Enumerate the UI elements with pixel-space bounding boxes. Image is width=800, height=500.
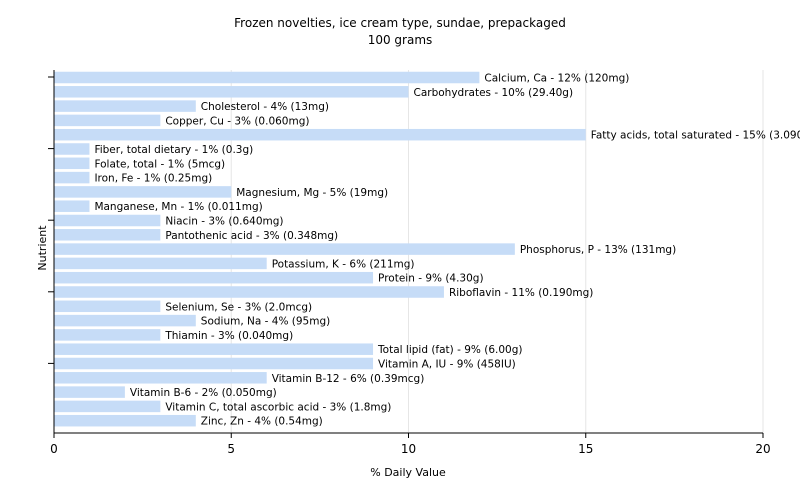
bar bbox=[54, 128, 586, 141]
chart-title: Frozen novelties, ice cream type, sundae… bbox=[234, 16, 566, 30]
bar bbox=[54, 357, 374, 370]
bar bbox=[54, 414, 196, 427]
bar-label: Niacin - 3% (0.640mg) bbox=[165, 216, 283, 228]
bar bbox=[54, 71, 480, 84]
bar bbox=[54, 186, 232, 198]
bar bbox=[54, 372, 267, 384]
bar-label: Riboflavin - 11% (0.190mg) bbox=[449, 287, 593, 299]
bar-label: Zinc, Zn - 4% (0.54mg) bbox=[201, 416, 323, 428]
bar bbox=[54, 143, 90, 155]
bar-label: Folate, total - 1% (5mcg) bbox=[94, 158, 225, 170]
bar bbox=[54, 271, 374, 284]
bar bbox=[54, 243, 515, 255]
x-tick-label: 20 bbox=[755, 442, 770, 456]
bar-label: Potassium, K - 6% (211mg) bbox=[272, 258, 415, 270]
bar bbox=[54, 100, 196, 112]
bars: Calcium, Ca - 12% (120mg) Carbohydrates -… bbox=[54, 71, 800, 428]
bar-label: Calcium, Ca - 12% (120mg) bbox=[484, 73, 629, 85]
bar bbox=[54, 343, 374, 355]
bar-label: Vitamin B-12 - 6% (0.39mcg) bbox=[272, 373, 425, 385]
bar bbox=[54, 257, 267, 270]
bar-label: Protein - 9% (4.30g) bbox=[378, 273, 484, 285]
bar bbox=[54, 114, 161, 127]
bar-label: Copper, Cu - 3% (0.060mg) bbox=[165, 115, 309, 127]
bar-label: Iron, Fe - 1% (0.25mg) bbox=[94, 173, 212, 185]
bar bbox=[54, 171, 90, 184]
chart-subtitle: 100 grams bbox=[368, 33, 433, 47]
x-tick-label: 15 bbox=[578, 442, 593, 456]
bar bbox=[54, 229, 161, 241]
bar bbox=[54, 200, 90, 212]
y-axis-label: Nutrient bbox=[36, 225, 49, 271]
bar-label: Vitamin C, total ascorbic acid - 3% (1.8… bbox=[165, 401, 391, 413]
bar bbox=[54, 329, 161, 341]
axes bbox=[48, 70, 764, 438]
x-tick-label: 5 bbox=[227, 442, 235, 456]
bar bbox=[54, 157, 90, 170]
x-tick-label: 0 bbox=[50, 442, 58, 456]
bar bbox=[54, 400, 161, 413]
bar-label: Cholesterol - 4% (13mg) bbox=[201, 101, 329, 113]
x-tick-label: 10 bbox=[401, 442, 416, 456]
bar-label: Selenium, Se - 3% (2.0mcg) bbox=[165, 301, 312, 313]
bar-label: Vitamin A, IU - 9% (458IU) bbox=[378, 359, 516, 371]
bar-label: Carbohydrates - 10% (29.40g) bbox=[414, 87, 574, 99]
bar-label: Phosphorus, P - 13% (131mg) bbox=[520, 244, 676, 256]
bar bbox=[54, 214, 161, 227]
bar bbox=[54, 86, 409, 98]
bar bbox=[54, 300, 161, 313]
bar bbox=[54, 314, 196, 327]
bar-label: Thiamin - 3% (0.040mg) bbox=[164, 330, 293, 342]
bar-label: Sodium, Na - 4% (95mg) bbox=[201, 316, 330, 328]
x-axis-label: % Daily Value bbox=[370, 466, 446, 479]
bar bbox=[54, 286, 444, 298]
bar-label: Pantothenic acid - 3% (0.348mg) bbox=[165, 230, 338, 242]
x-tick-labels: 0 5 10 15 20 bbox=[50, 442, 770, 456]
bar-label: Fiber, total dietary - 1% (0.3g) bbox=[94, 144, 253, 156]
bar-label: Magnesium, Mg - 5% (19mg) bbox=[236, 187, 388, 199]
bar bbox=[54, 386, 125, 398]
bar-label: Manganese, Mn - 1% (0.011mg) bbox=[94, 201, 262, 213]
bar-label: Vitamin B-6 - 2% (0.050mg) bbox=[130, 387, 277, 399]
bar-label: Total lipid (fat) - 9% (6.00g) bbox=[377, 344, 522, 356]
bar-label: Fatty acids, total saturated - 15% (3.09… bbox=[591, 130, 800, 142]
